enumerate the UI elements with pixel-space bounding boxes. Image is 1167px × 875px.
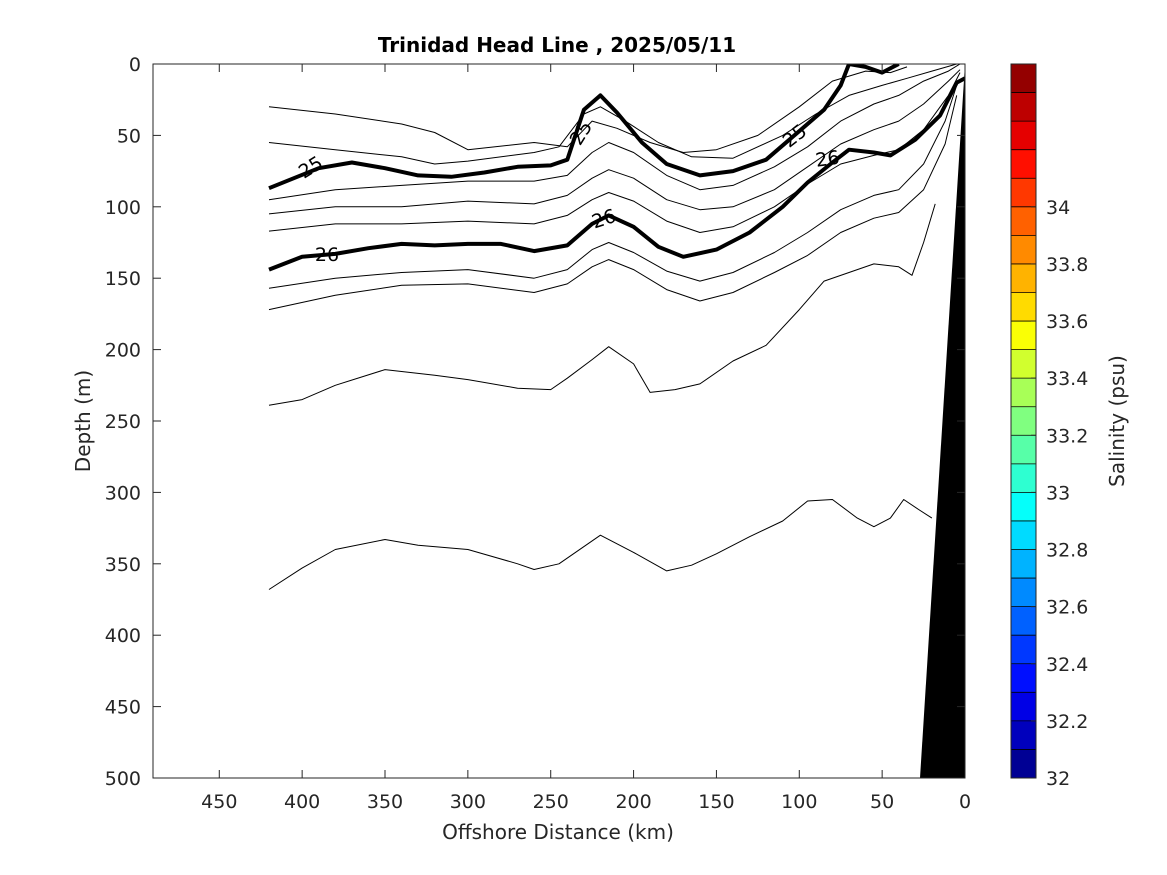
colorbar: 32 32.2 32.4 32.6 32.8 33 33.2 33.4 33.6 33.8 34: [1010, 63, 1088, 790]
y-tick-label: 300: [105, 482, 141, 504]
coastline-bathymetry-mask: [920, 64, 965, 778]
contour-line-1: [268, 64, 957, 165]
colorbar-tick-label: 32: [1046, 768, 1070, 790]
x-tick-label: 200: [615, 791, 651, 813]
y-tick-label: 150: [105, 268, 141, 290]
y-tick-label: 200: [105, 340, 141, 362]
y-axis-ticks: 0 50 100 150 200 250 300 350 400 450 500: [105, 54, 965, 790]
y-tick-label: 400: [105, 625, 141, 647]
contour-label-26-5: 26: [814, 147, 841, 172]
x-tick-label: 350: [367, 791, 403, 813]
x-tick-label: 250: [533, 791, 569, 813]
chart-title: Trinidad Head Line , 2025/05/11: [378, 33, 736, 57]
colorbar-tick-label: 33.8: [1046, 254, 1088, 276]
colorbar-tick-label: 32.8: [1046, 540, 1088, 562]
colorbar-tick-label: 33.6: [1046, 311, 1088, 333]
y-tick-label: 100: [105, 197, 141, 219]
contour-line-9: [268, 203, 936, 406]
y-tick-label: 500: [105, 768, 141, 790]
contour-line-4: [268, 69, 961, 215]
contour-line-8: [268, 95, 958, 311]
colorbar-tick-label: 32.6: [1046, 597, 1088, 619]
colorbar-tick-label: 33.2: [1046, 425, 1088, 447]
x-axis-ticks: 450 400 350 300 250 200 150 100 50 0: [201, 64, 971, 813]
x-tick-label: 50: [870, 791, 894, 813]
y-tick-label: 250: [105, 411, 141, 433]
y-tick-label: 450: [105, 697, 141, 719]
colorbar-label: Salinity (psu): [1105, 355, 1129, 487]
y-tick-label: 0: [129, 54, 141, 76]
contour-label-26-3: 26: [315, 244, 339, 266]
x-axis-label: Offshore Distance (km): [442, 820, 674, 844]
colorbar-tick-label: 33: [1046, 482, 1070, 504]
isopycnal-25: [268, 64, 900, 191]
x-tick-label: 100: [781, 791, 817, 813]
y-tick-label: 350: [105, 554, 141, 576]
colorbar-tick-label: 34: [1046, 197, 1070, 219]
contour-line-3: [268, 64, 961, 201]
x-tick-label: 150: [698, 791, 734, 813]
contour-line-7: [268, 85, 958, 289]
isopycnal-26: [268, 76, 965, 272]
y-axis-label: Depth (m): [71, 370, 95, 472]
x-tick-label: 300: [450, 791, 486, 813]
contour-line-10: [268, 499, 933, 590]
x-tick-label: 0: [959, 791, 971, 813]
x-tick-label: 400: [284, 791, 320, 813]
colorbar-tick-label: 32.4: [1046, 654, 1088, 676]
y-tick-label: 50: [117, 125, 141, 147]
colorbar-tick-label: 32.2: [1046, 711, 1088, 733]
colorbar-tick-label: 33.4: [1046, 368, 1088, 390]
x-tick-label: 450: [201, 791, 237, 813]
